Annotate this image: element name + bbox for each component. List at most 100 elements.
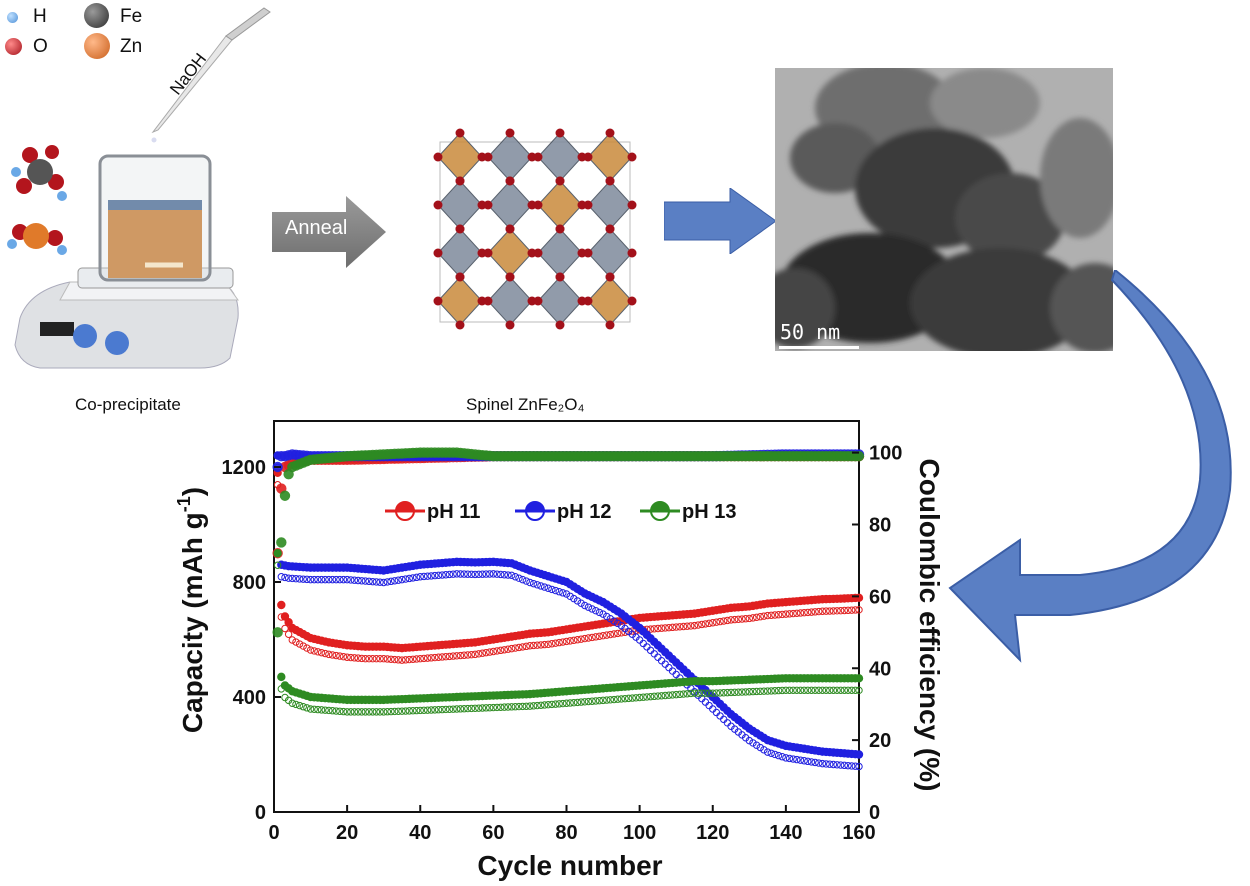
discharge-capacity-point (299, 703, 307, 711)
discharge-capacity-point (690, 689, 699, 697)
discharge-capacity-point (456, 705, 465, 713)
discharge-capacity-point (837, 761, 845, 769)
discharge-capacity-point (405, 707, 413, 715)
discharge-capacity-point (592, 606, 600, 615)
discharge-capacity-point (496, 570, 505, 579)
discharge-capacity-point (376, 654, 384, 663)
discharge-capacity-point (581, 698, 589, 706)
x-tick-label: 120 (696, 822, 729, 844)
discharge-capacity-point (621, 628, 629, 636)
discharge-capacity-point (387, 577, 395, 586)
discharge-capacity-point (394, 656, 403, 664)
discharge-capacity-point (358, 708, 366, 716)
discharge-capacity-point (584, 603, 593, 611)
discharge-capacity-point (668, 691, 677, 699)
discharge-capacity-point (314, 648, 322, 656)
discharge-capacity-point (343, 575, 351, 584)
blue-arrow-icon (664, 188, 776, 254)
legend-marker-ring (525, 501, 545, 521)
charge-capacity-point (277, 600, 286, 610)
discharge-capacity-point (767, 611, 775, 619)
discharge-capacity-point (544, 640, 552, 649)
discharge-capacity-point (577, 599, 585, 607)
discharge-capacity-point (833, 686, 841, 695)
discharge-capacity-point (515, 702, 523, 711)
discharge-capacity-point (358, 577, 366, 585)
discharge-capacity-point (332, 651, 340, 660)
discharge-capacity-point (526, 702, 534, 710)
key-label-h: H (33, 6, 47, 27)
oxygen-atom (605, 320, 615, 330)
discharge-capacity-point (778, 686, 786, 695)
discharge-capacity-point (793, 686, 801, 695)
discharge-capacity-point (694, 621, 702, 629)
discharge-capacity-point (507, 703, 516, 711)
discharge-capacity-point (763, 748, 772, 756)
discharge-capacity-point (442, 571, 450, 579)
discharge-capacity-point (398, 575, 406, 584)
discharge-capacity-point (511, 703, 520, 711)
discharge-capacity-point (515, 643, 523, 652)
structure-caption: Spinel ZnFe₂O₄ (466, 395, 585, 414)
discharge-capacity-point (778, 610, 786, 619)
discharge-capacity-point (449, 705, 457, 713)
discharge-capacity-point (496, 646, 505, 655)
y-axis-title: Capacity (mAh g-1) (174, 487, 208, 733)
discharge-capacity-point (741, 615, 750, 623)
discharge-capacity-point (372, 654, 381, 663)
anneal-arrow-icon (272, 196, 386, 268)
discharge-capacity-point (749, 614, 757, 622)
discharge-capacity-point (533, 581, 541, 589)
discharge-capacity-point (314, 705, 322, 714)
zinc-atom-icon (84, 33, 110, 59)
discharge-capacity-point (687, 622, 695, 630)
discharge-capacity-point (650, 650, 658, 658)
discharge-capacity-point (774, 751, 783, 760)
discharge-capacity-point (453, 652, 461, 660)
discharge-capacity-point (778, 753, 786, 761)
discharge-capacity-point (409, 574, 417, 582)
discharge-capacity-point (709, 619, 717, 627)
discharge-capacity-point (361, 577, 370, 585)
discharge-capacity-point (464, 651, 472, 659)
discharge-capacity-point (851, 686, 860, 695)
discharge-capacity-point (284, 630, 293, 638)
discharge-capacity-point (390, 577, 399, 585)
discharge-capacity-point (687, 689, 695, 698)
discharge-capacity-point (599, 610, 607, 618)
discharge-capacity-point (511, 644, 520, 652)
discharge-capacity-point (336, 707, 344, 715)
discharge-capacity-point (537, 641, 545, 649)
discharge-capacity-point (727, 616, 735, 624)
discharge-capacity-point (387, 655, 395, 663)
y2-tick-label: 40 (869, 658, 891, 680)
discharge-capacity-point (464, 570, 472, 578)
discharge-capacity-point (566, 699, 574, 707)
discharge-capacity-point (603, 612, 611, 621)
discharge-capacity-point (844, 606, 852, 615)
discharge-capacity-point (365, 654, 373, 663)
x-tick-label: 20 (336, 822, 358, 844)
discharge-capacity-point (588, 697, 596, 705)
discharge-capacity-point (522, 702, 530, 710)
discharge-capacity-point (767, 687, 775, 695)
discharge-capacity-point (390, 707, 399, 716)
oxygen-atom (627, 152, 637, 162)
discharge-capacity-point (412, 573, 421, 582)
discharge-capacity-point (837, 606, 845, 615)
discharge-capacity-point (595, 608, 604, 617)
y2-tick-label: 0 (869, 802, 880, 824)
discharge-capacity-point (599, 631, 607, 640)
discharge-capacity-point (771, 687, 779, 695)
discharge-capacity-point (756, 743, 764, 752)
oxygen-atom (555, 320, 565, 330)
discharge-capacity-point (434, 653, 443, 661)
discharge-capacity-point (412, 706, 421, 715)
discharge-capacity-point (826, 760, 834, 768)
discharge-capacity-point (741, 688, 750, 696)
beaker-icon (98, 154, 212, 282)
discharge-capacity-point (420, 572, 428, 581)
discharge-capacity-point (365, 577, 373, 586)
discharge-capacity-point (493, 570, 501, 578)
discharge-capacity-point (548, 585, 556, 594)
